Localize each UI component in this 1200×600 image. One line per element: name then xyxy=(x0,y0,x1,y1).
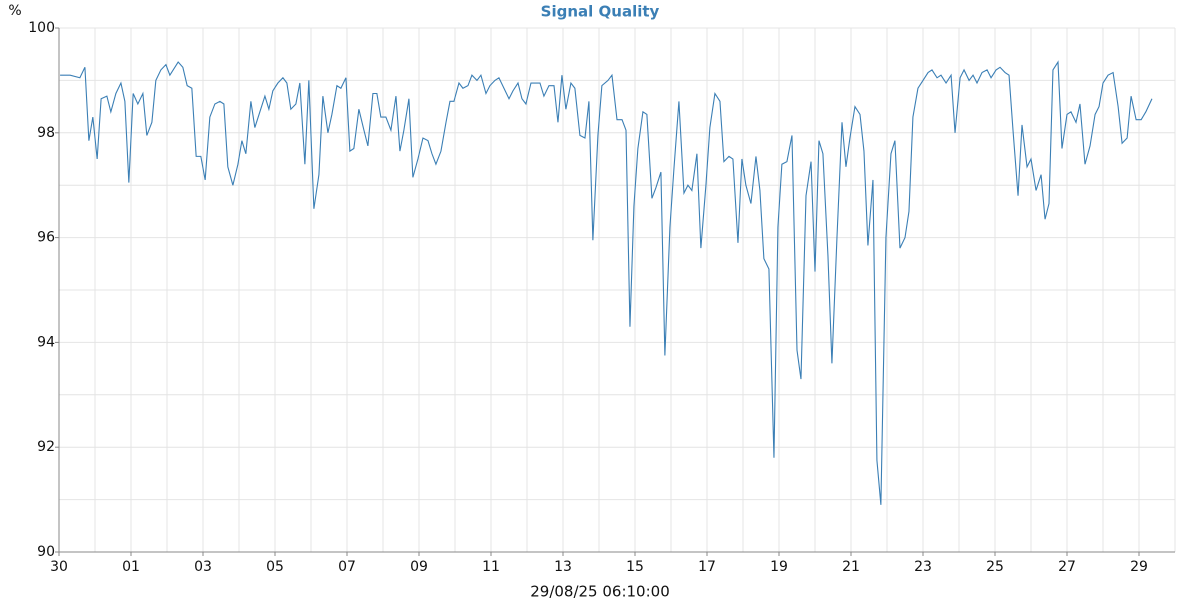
x-tick-label: 23 xyxy=(914,559,932,575)
x-tick-label: 25 xyxy=(986,559,1004,575)
x-tick-label: 21 xyxy=(842,559,860,575)
x-tick-label: 29 xyxy=(1130,559,1148,575)
x-axis-label: 29/08/25 06:10:00 xyxy=(530,583,670,600)
x-tick-label: 11 xyxy=(482,559,500,575)
y-tick-label: 92 xyxy=(37,439,55,455)
y-tick-label: 100 xyxy=(28,20,55,36)
x-tick-label: 13 xyxy=(554,559,572,575)
y-tick-label: 98 xyxy=(37,125,55,141)
chart-title: Signal Quality xyxy=(541,3,660,21)
y-tick-label: 96 xyxy=(37,230,55,246)
x-tick-label: 07 xyxy=(338,559,356,575)
data-line xyxy=(60,60,1153,505)
x-tick-label: 27 xyxy=(1058,559,1076,575)
x-tick-label: 09 xyxy=(410,559,428,575)
x-tick-label: 03 xyxy=(194,559,212,575)
x-tick-label: 30 xyxy=(50,559,68,575)
y-tick-label: 90 xyxy=(37,544,55,560)
x-tick-label: 17 xyxy=(698,559,716,575)
x-tick-label: 15 xyxy=(626,559,644,575)
y-tick-label: 94 xyxy=(37,334,55,350)
x-tick-label: 19 xyxy=(770,559,788,575)
x-tick-label: 05 xyxy=(266,559,284,575)
x-tick-label: 01 xyxy=(122,559,140,575)
y-axis-label: % xyxy=(8,3,21,19)
